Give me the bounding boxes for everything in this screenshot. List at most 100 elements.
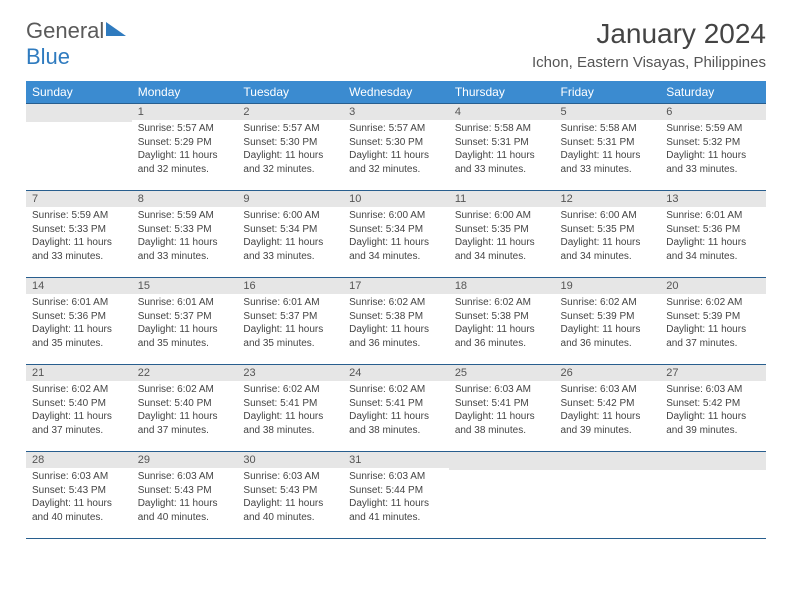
calendar-cell: 19Sunrise: 6:02 AMSunset: 5:39 PMDayligh… (555, 278, 661, 365)
day-content: Sunrise: 6:03 AMSunset: 5:42 PMDaylight:… (660, 381, 766, 441)
day-content: Sunrise: 5:57 AMSunset: 5:29 PMDaylight:… (132, 120, 238, 180)
weekday-header: Friday (555, 81, 661, 104)
calendar-cell: 8Sunrise: 5:59 AMSunset: 5:33 PMDaylight… (132, 191, 238, 278)
calendar-cell: 28Sunrise: 6:03 AMSunset: 5:43 PMDayligh… (26, 452, 132, 539)
weekday-header: Monday (132, 81, 238, 104)
day-number: 23 (237, 365, 343, 381)
day-content: Sunrise: 6:03 AMSunset: 5:43 PMDaylight:… (237, 468, 343, 528)
calendar-cell: 14Sunrise: 6:01 AMSunset: 5:36 PMDayligh… (26, 278, 132, 365)
day-number-empty (449, 452, 555, 470)
day-content: Sunrise: 6:00 AMSunset: 5:34 PMDaylight:… (237, 207, 343, 267)
day-content: Sunrise: 5:58 AMSunset: 5:31 PMDaylight:… (555, 120, 661, 180)
day-content: Sunrise: 6:02 AMSunset: 5:38 PMDaylight:… (449, 294, 555, 354)
month-title: January 2024 (532, 18, 766, 50)
day-number: 1 (132, 104, 238, 120)
day-number: 19 (555, 278, 661, 294)
day-number: 25 (449, 365, 555, 381)
day-number: 17 (343, 278, 449, 294)
day-content: Sunrise: 6:02 AMSunset: 5:40 PMDaylight:… (132, 381, 238, 441)
calendar-cell: 7Sunrise: 5:59 AMSunset: 5:33 PMDaylight… (26, 191, 132, 278)
calendar-cell: 2Sunrise: 5:57 AMSunset: 5:30 PMDaylight… (237, 104, 343, 191)
title-block: January 2024 Ichon, Eastern Visayas, Phi… (532, 18, 766, 71)
calendar-cell: 22Sunrise: 6:02 AMSunset: 5:40 PMDayligh… (132, 365, 238, 452)
weekday-header: Sunday (26, 81, 132, 104)
day-content: Sunrise: 5:57 AMSunset: 5:30 PMDaylight:… (343, 120, 449, 180)
day-number: 28 (26, 452, 132, 468)
day-content: Sunrise: 6:00 AMSunset: 5:35 PMDaylight:… (449, 207, 555, 267)
day-content: Sunrise: 5:59 AMSunset: 5:33 PMDaylight:… (26, 207, 132, 267)
calendar-cell: 1Sunrise: 5:57 AMSunset: 5:29 PMDaylight… (132, 104, 238, 191)
calendar-row: 1Sunrise: 5:57 AMSunset: 5:29 PMDaylight… (26, 104, 766, 191)
calendar-cell: 17Sunrise: 6:02 AMSunset: 5:38 PMDayligh… (343, 278, 449, 365)
logo-part2: Blue (26, 44, 70, 69)
day-content: Sunrise: 6:02 AMSunset: 5:39 PMDaylight:… (660, 294, 766, 354)
calendar-row: 21Sunrise: 6:02 AMSunset: 5:40 PMDayligh… (26, 365, 766, 452)
day-content: Sunrise: 5:57 AMSunset: 5:30 PMDaylight:… (237, 120, 343, 180)
day-content: Sunrise: 6:03 AMSunset: 5:43 PMDaylight:… (26, 468, 132, 528)
day-number: 29 (132, 452, 238, 468)
day-content: Sunrise: 6:03 AMSunset: 5:44 PMDaylight:… (343, 468, 449, 528)
day-number: 21 (26, 365, 132, 381)
day-number: 20 (660, 278, 766, 294)
calendar-cell: 24Sunrise: 6:02 AMSunset: 5:41 PMDayligh… (343, 365, 449, 452)
calendar-cell: 13Sunrise: 6:01 AMSunset: 5:36 PMDayligh… (660, 191, 766, 278)
calendar-cell: 10Sunrise: 6:00 AMSunset: 5:34 PMDayligh… (343, 191, 449, 278)
day-content: Sunrise: 6:03 AMSunset: 5:41 PMDaylight:… (449, 381, 555, 441)
calendar-cell: 27Sunrise: 6:03 AMSunset: 5:42 PMDayligh… (660, 365, 766, 452)
calendar-cell-empty (660, 452, 766, 539)
day-number: 6 (660, 104, 766, 120)
calendar-row: 7Sunrise: 5:59 AMSunset: 5:33 PMDaylight… (26, 191, 766, 278)
day-number: 27 (660, 365, 766, 381)
day-number: 12 (555, 191, 661, 207)
weekday-header: Saturday (660, 81, 766, 104)
day-content: Sunrise: 6:02 AMSunset: 5:40 PMDaylight:… (26, 381, 132, 441)
day-number: 31 (343, 452, 449, 468)
calendar-cell: 31Sunrise: 6:03 AMSunset: 5:44 PMDayligh… (343, 452, 449, 539)
day-content: Sunrise: 6:01 AMSunset: 5:36 PMDaylight:… (26, 294, 132, 354)
day-content: Sunrise: 5:59 AMSunset: 5:33 PMDaylight:… (132, 207, 238, 267)
calendar-cell: 11Sunrise: 6:00 AMSunset: 5:35 PMDayligh… (449, 191, 555, 278)
day-content-empty (449, 470, 555, 536)
day-number: 22 (132, 365, 238, 381)
day-number-empty (26, 104, 132, 122)
day-number: 24 (343, 365, 449, 381)
day-content: Sunrise: 6:01 AMSunset: 5:37 PMDaylight:… (132, 294, 238, 354)
day-content-empty (26, 122, 132, 188)
day-number: 7 (26, 191, 132, 207)
calendar-cell: 5Sunrise: 5:58 AMSunset: 5:31 PMDaylight… (555, 104, 661, 191)
weekday-header: Tuesday (237, 81, 343, 104)
day-number: 10 (343, 191, 449, 207)
calendar-cell: 21Sunrise: 6:02 AMSunset: 5:40 PMDayligh… (26, 365, 132, 452)
day-content: Sunrise: 6:03 AMSunset: 5:43 PMDaylight:… (132, 468, 238, 528)
calendar-cell: 18Sunrise: 6:02 AMSunset: 5:38 PMDayligh… (449, 278, 555, 365)
day-number: 11 (449, 191, 555, 207)
logo-triangle-icon (106, 22, 126, 36)
day-content: Sunrise: 6:03 AMSunset: 5:42 PMDaylight:… (555, 381, 661, 441)
day-number-empty (555, 452, 661, 470)
calendar-cell: 23Sunrise: 6:02 AMSunset: 5:41 PMDayligh… (237, 365, 343, 452)
day-number: 9 (237, 191, 343, 207)
day-content: Sunrise: 6:02 AMSunset: 5:41 PMDaylight:… (237, 381, 343, 441)
weekday-header: Wednesday (343, 81, 449, 104)
calendar-row: 14Sunrise: 6:01 AMSunset: 5:36 PMDayligh… (26, 278, 766, 365)
calendar-cell: 12Sunrise: 6:00 AMSunset: 5:35 PMDayligh… (555, 191, 661, 278)
calendar-cell: 16Sunrise: 6:01 AMSunset: 5:37 PMDayligh… (237, 278, 343, 365)
day-content: Sunrise: 6:01 AMSunset: 5:37 PMDaylight:… (237, 294, 343, 354)
day-content: Sunrise: 6:00 AMSunset: 5:34 PMDaylight:… (343, 207, 449, 267)
header: General Blue January 2024 Ichon, Eastern… (26, 18, 766, 71)
day-content-empty (555, 470, 661, 536)
day-content: Sunrise: 6:02 AMSunset: 5:39 PMDaylight:… (555, 294, 661, 354)
day-number: 5 (555, 104, 661, 120)
calendar-cell: 6Sunrise: 5:59 AMSunset: 5:32 PMDaylight… (660, 104, 766, 191)
day-content: Sunrise: 6:02 AMSunset: 5:38 PMDaylight:… (343, 294, 449, 354)
day-number: 16 (237, 278, 343, 294)
day-content: Sunrise: 5:58 AMSunset: 5:31 PMDaylight:… (449, 120, 555, 180)
day-number: 30 (237, 452, 343, 468)
calendar-cell-empty (26, 104, 132, 191)
day-content: Sunrise: 6:00 AMSunset: 5:35 PMDaylight:… (555, 207, 661, 267)
calendar-cell: 26Sunrise: 6:03 AMSunset: 5:42 PMDayligh… (555, 365, 661, 452)
day-content-empty (660, 470, 766, 536)
calendar-cell-empty (449, 452, 555, 539)
day-number-empty (660, 452, 766, 470)
weekday-row: SundayMondayTuesdayWednesdayThursdayFrid… (26, 81, 766, 104)
